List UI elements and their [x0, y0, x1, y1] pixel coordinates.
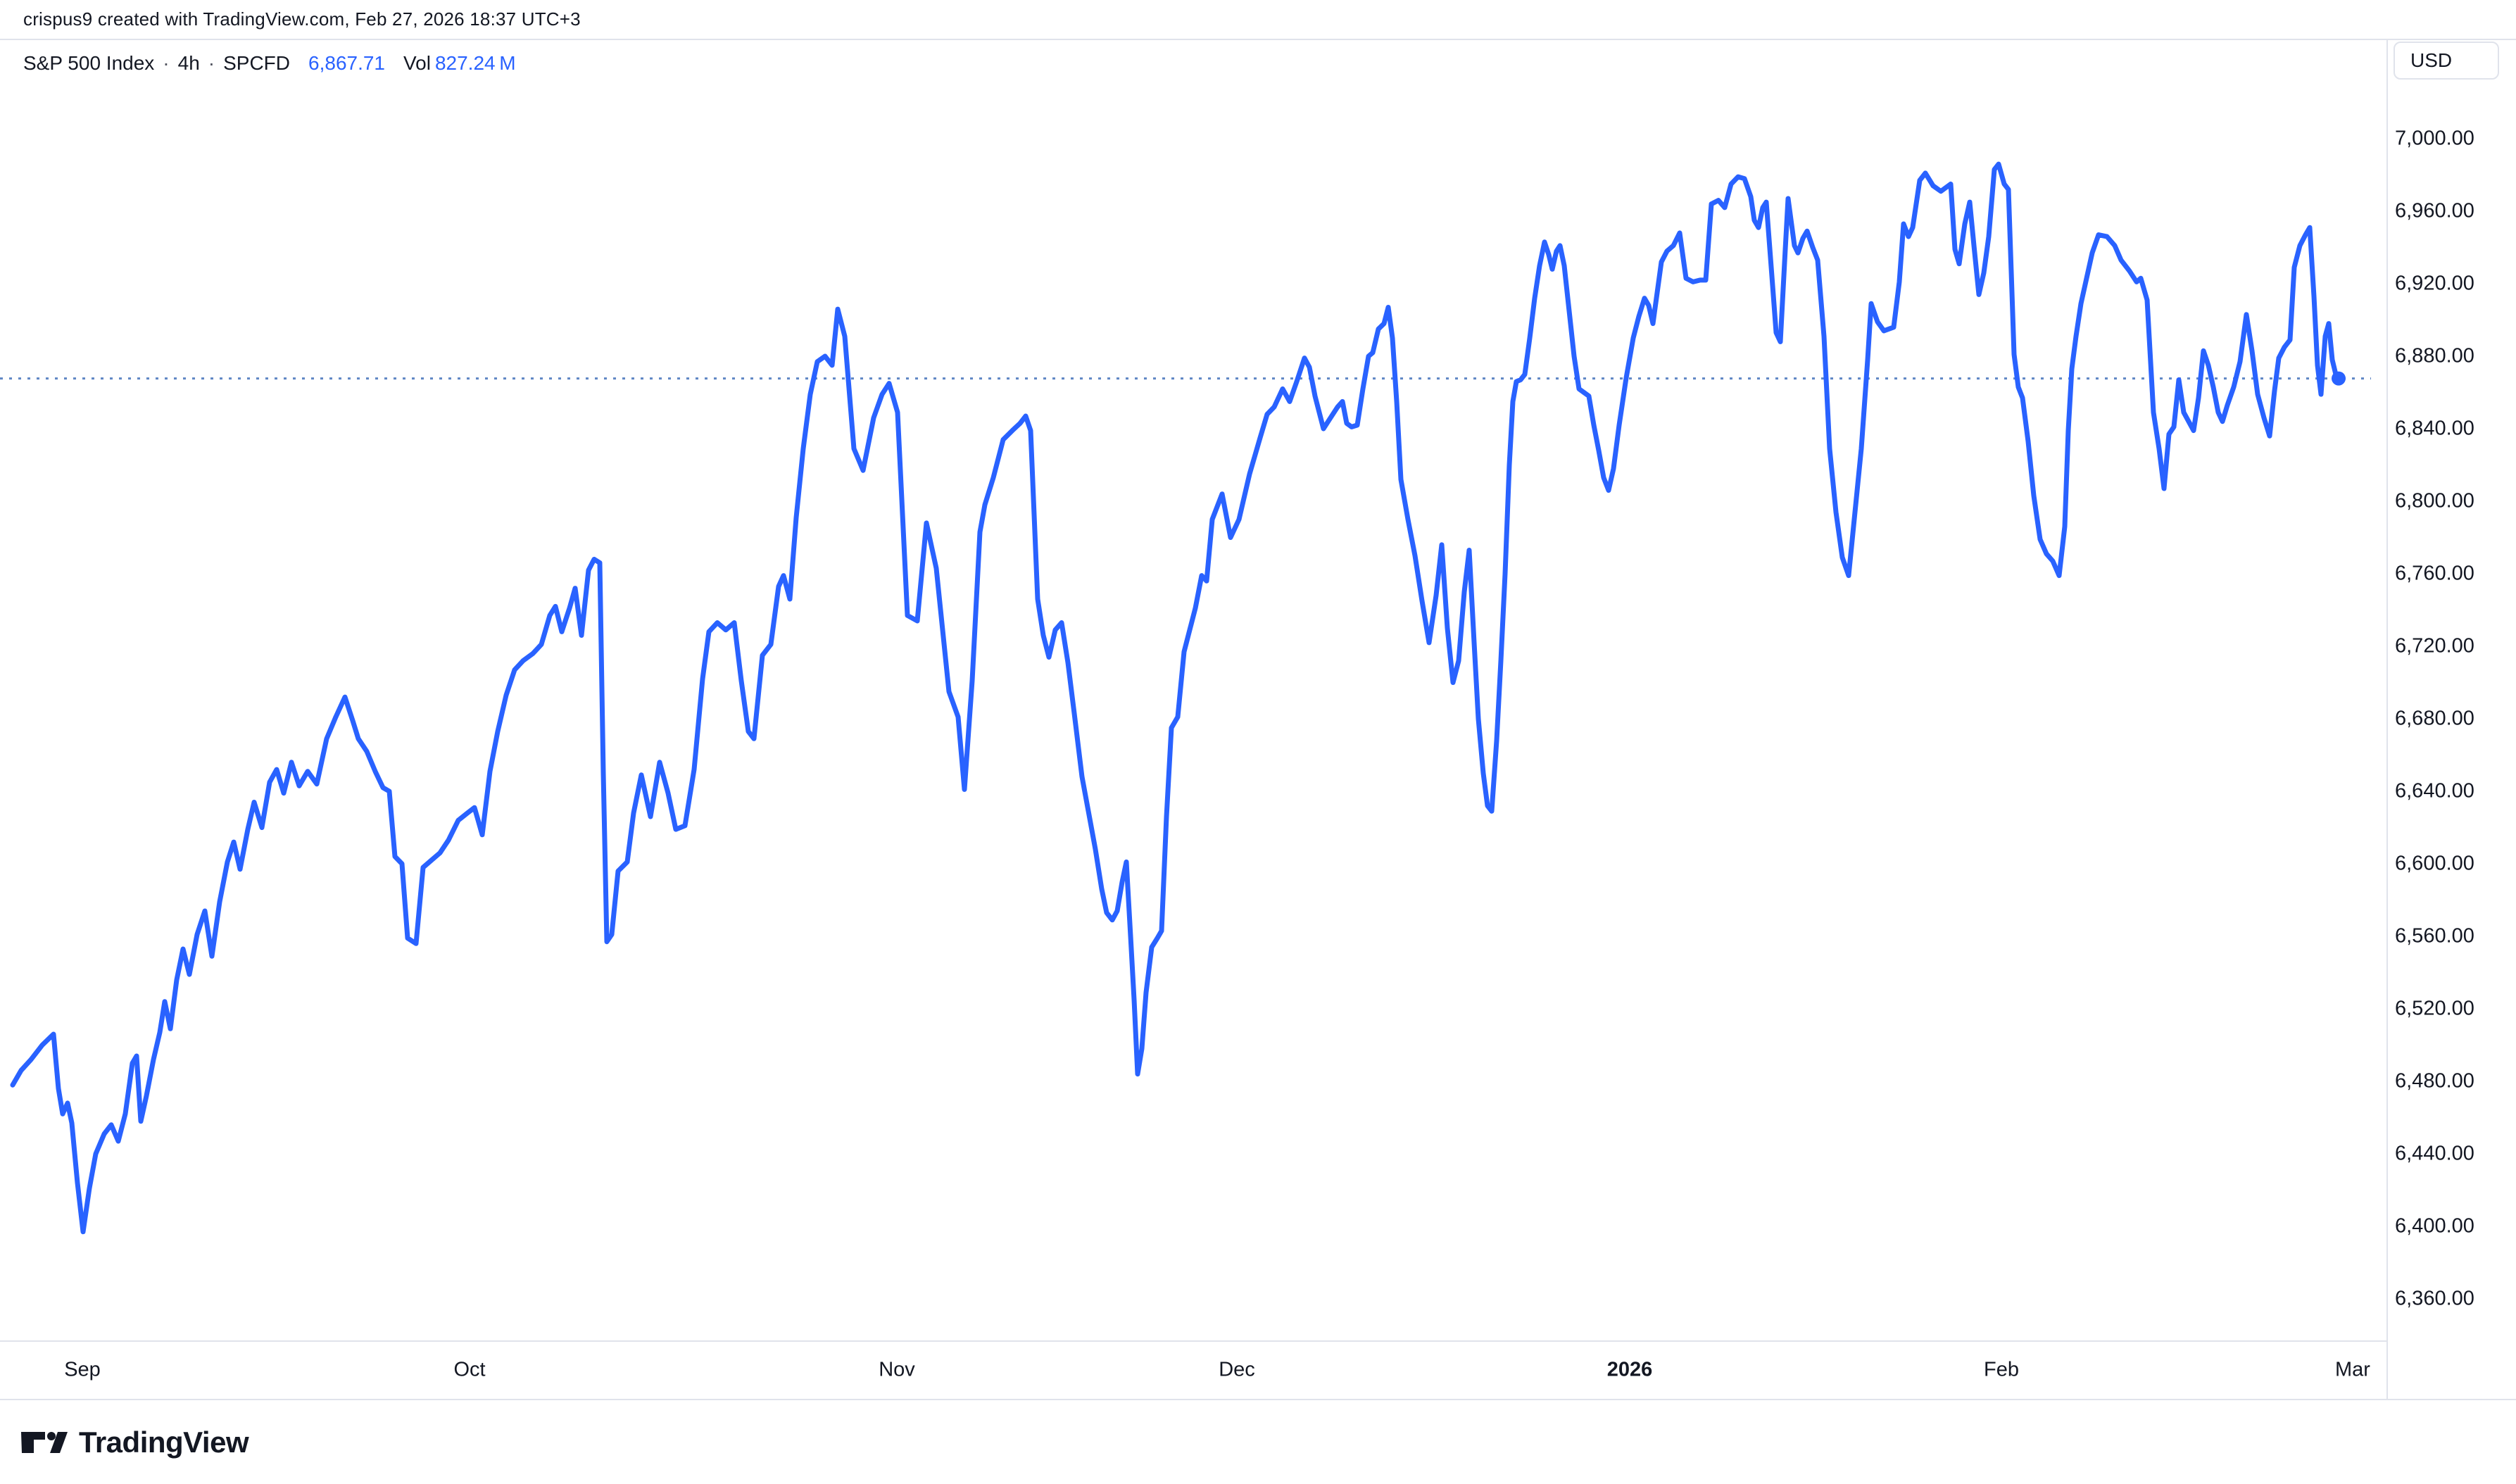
time-scale[interactable]: Sep Oct Nov Dec 2026 Feb Mar [0, 1340, 2386, 1399]
price-line-series [10, 161, 2341, 1235]
price-axis-label: 6,400.00 [2395, 1214, 2474, 1238]
exchange-label: SPCFD [223, 52, 291, 74]
price-axis-label: 6,440.00 [2395, 1142, 2474, 1165]
price-axis-label: 6,720.00 [2395, 634, 2474, 658]
price-axis-label: 6,880.00 [2395, 344, 2474, 367]
tradingview-logo[interactable]: TradingView [21, 1426, 249, 1459]
price-axis-label: 6,760.00 [2395, 562, 2474, 585]
price-axis-label: 6,520.00 [2395, 997, 2474, 1020]
legend-separator: · [208, 52, 215, 74]
price-axis-label: 6,640.00 [2395, 779, 2474, 803]
chart-legend[interactable]: S&P 500 Index · 4h · SPCFD 6,867.71 Vol … [23, 49, 516, 77]
time-axis-label: Dec [1219, 1358, 1255, 1381]
last-price-marker [2332, 371, 2346, 386]
price-axis-label: 6,920.00 [2395, 272, 2474, 295]
tradingview-logo-text: TradingView [79, 1425, 249, 1459]
attribution-bar: crispus9 created with TradingView.com, F… [0, 0, 2516, 40]
tradingview-logo-icon [21, 1431, 68, 1453]
legend-separator: · [163, 52, 170, 74]
volume-value: 827.24 M [434, 52, 516, 74]
price-axis-label: 6,840.00 [2395, 417, 2474, 440]
time-axis-label: Mar [2335, 1358, 2370, 1381]
price-axis-label: 6,960.00 [2395, 199, 2474, 222]
last-price-value: 6,867.71 [308, 52, 386, 74]
footer-bar: TradingView [0, 1399, 2516, 1484]
price-axis-label: 7,000.00 [2395, 127, 2474, 150]
currency-button[interactable]: USD [2394, 42, 2499, 80]
price-axis-label: 6,600.00 [2395, 852, 2474, 875]
price-axis-label: 6,680.00 [2395, 707, 2474, 730]
time-axis-label: Feb [1984, 1358, 2019, 1381]
interval-label: 4h [177, 52, 200, 74]
time-axis-label: Sep [64, 1358, 101, 1381]
time-axis-label: Oct [453, 1358, 486, 1381]
price-axis-label: 6,560.00 [2395, 924, 2474, 948]
time-axis-label: Nov [879, 1358, 915, 1381]
attribution-text: crispus9 created with TradingView.com, F… [23, 8, 581, 30]
time-axis-label: 2026 [1606, 1358, 1653, 1381]
price-axis-label: 6,800.00 [2395, 489, 2474, 513]
price-axis-label: 6,480.00 [2395, 1069, 2474, 1093]
currency-button-label: USD [2410, 49, 2453, 71]
price-scale[interactable]: USD 7,000.00 6,960.00 6,920.00 6,880.00 6,84… [2386, 39, 2516, 1399]
price-axis-label: 6,360.00 [2395, 1287, 2474, 1310]
volume-label: Vol [403, 52, 431, 74]
symbol-title: S&P 500 Index [23, 52, 155, 74]
